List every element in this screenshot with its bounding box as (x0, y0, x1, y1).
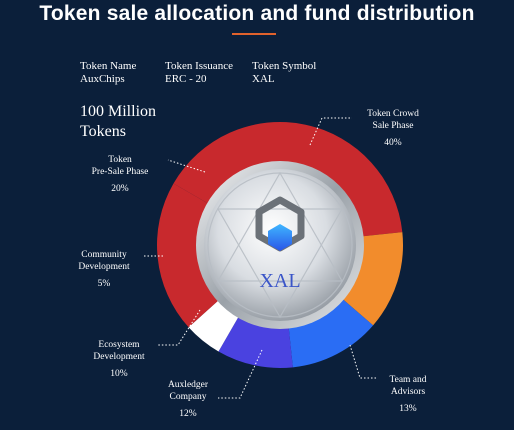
annotation-pct: 20% (111, 184, 129, 194)
token-issuance-value: ERC - 20 (165, 73, 207, 85)
page-title: Token sale allocation and fund distribut… (39, 2, 475, 25)
annotation-pct: 40% (384, 138, 402, 148)
annotation-line1: Ecosystem (98, 340, 140, 350)
token-name-label: Token Name (80, 60, 137, 72)
blue-gem-icon (268, 224, 292, 251)
token-symbol-value: XAL (252, 73, 275, 85)
token-name-value: AuxChips (80, 73, 125, 85)
donut-slices (157, 122, 403, 368)
annotation-line2: Development (78, 262, 130, 272)
annotation-line1: Team and (389, 375, 427, 385)
annotation-line1: Token Crowd (367, 109, 419, 119)
title-underline (232, 33, 276, 35)
annotation-pct: 5% (97, 279, 111, 289)
annotation-line2: Sale Phase (372, 121, 414, 131)
leader-line (309, 117, 352, 146)
annotation-line2: Pre-Sale Phase (91, 167, 149, 177)
donut-slice-team-and-advisors (340, 232, 403, 326)
leader-line (349, 344, 378, 379)
donut-slice-auxledger-company (288, 297, 374, 368)
annotation-ecosystem-development: Ecosystem Development 10% (80, 339, 158, 380)
annotation-line1: Auxledger (167, 380, 209, 390)
annotation-line2: Advisors (390, 387, 426, 397)
token-symbol-info: Token Symbol XAL (252, 60, 316, 86)
leader-line (218, 349, 263, 399)
leader-line (167, 159, 206, 173)
annotation-token-crowd-sale: Token Crowd Sale Phase 40% (358, 108, 428, 149)
donut-slice-community-development (188, 298, 240, 352)
leader-lines (143, 117, 378, 399)
annotation-token-pre-sale: Token Pre-Sale Phase 20% (70, 154, 170, 195)
annotation-community-development: Community Development 5% (64, 249, 144, 290)
annotation-line2: Development (93, 352, 145, 362)
token-name-info: Token Name AuxChips (80, 60, 136, 86)
donut-slice-token-crowd-sale-phase (173, 122, 403, 237)
annotation-pct: 12% (179, 409, 197, 419)
center-symbol-label: XAL (259, 270, 301, 292)
token-supply: 100 Million Tokens (80, 103, 157, 140)
annotation-line1: Community (81, 250, 127, 260)
annotation-line1: Token (108, 155, 132, 165)
token-issuance-info: Token Issuance ERC - 20 (165, 60, 233, 86)
coin-medallion (196, 161, 364, 329)
annotation-pct: 10% (110, 369, 128, 379)
annotation-auxledger-company: Auxledger Company 12% (148, 379, 228, 420)
annotation-team-advisors: Team and Advisors 13% (378, 374, 438, 415)
token-symbol-label: Token Symbol (252, 60, 317, 72)
annotation-pct: 13% (399, 404, 417, 414)
annotation-line2: Company (169, 392, 207, 402)
token-issuance-label: Token Issuance (165, 60, 233, 72)
donut-slice-token-pre-sale-phase (157, 183, 221, 328)
